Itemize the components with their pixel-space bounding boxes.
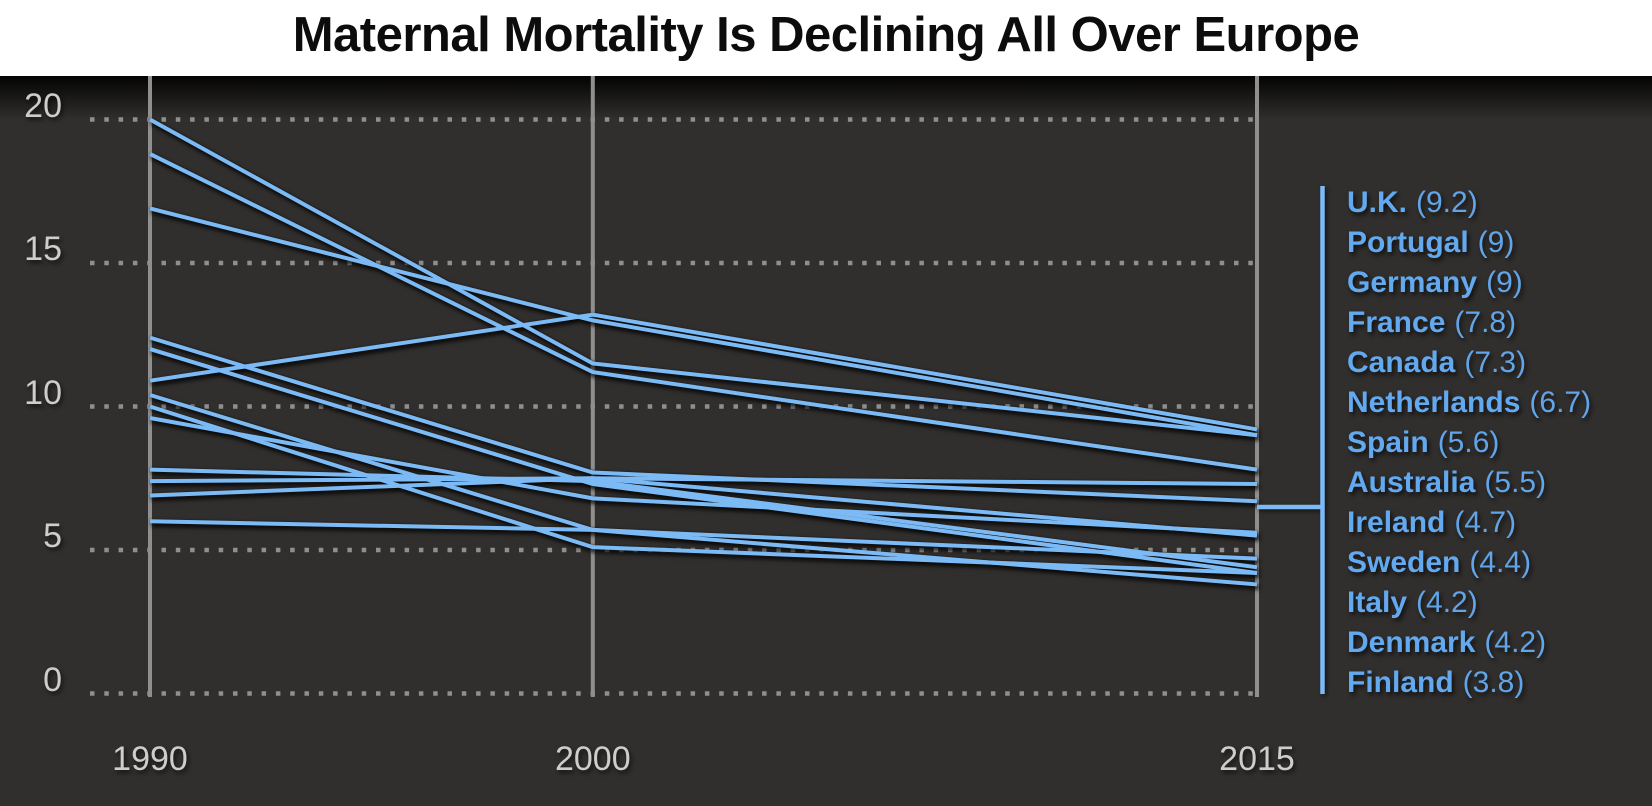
series-line-germany [149, 117, 1258, 438]
legend-country-name: Spain [1347, 426, 1429, 459]
chart-title: Maternal Mortality Is Declining All Over… [292, 8, 1360, 62]
country-lines [149, 117, 1258, 587]
legend-country-name: Denmark [1347, 626, 1476, 659]
legend-country-value: (7.8) [1454, 306, 1517, 339]
legend-country-name: Canada [1347, 346, 1456, 379]
legend-country-value: (5.5) [1484, 466, 1547, 499]
legend-item-italy: Italy (4.2) [1347, 583, 1591, 623]
legend-item-spain: Spain (5.6) [1347, 423, 1591, 463]
legend-item-germany: Germany (9) [1347, 263, 1591, 303]
series-line-finland [149, 519, 1258, 587]
series-line-denmark [149, 347, 1258, 575]
legend-country-name: Germany [1347, 266, 1478, 299]
legend-country-value: (9) [1477, 226, 1515, 259]
legend-item-ireland: Ireland (4.7) [1347, 503, 1591, 543]
legend-country-name: Portugal [1347, 226, 1469, 259]
legend-country-value: (9.2) [1416, 186, 1478, 219]
legend-country-value: (3.8) [1462, 666, 1525, 699]
legend-item-u-k-: U.K. (9.2) [1347, 183, 1591, 223]
legend-country-value: (9) [1486, 266, 1523, 299]
legend-country-value: (4.4) [1469, 546, 1532, 579]
legend-item-australia: Australia (5.5) [1347, 463, 1591, 503]
series-line-france [149, 152, 1258, 472]
legend-country-name: Netherlands [1347, 386, 1521, 419]
legend-country-value: (5.6) [1437, 426, 1500, 459]
legend-country-name: Italy [1347, 586, 1408, 619]
series-line-u-k- [149, 312, 1258, 432]
series-line-sweden [149, 467, 1258, 570]
legend-country-name: U.K. [1347, 186, 1407, 219]
legend: U.K. (9.2) Portugal (9) Germany (9) France (7.8… [1347, 183, 1591, 703]
series-line-spain [149, 416, 1258, 535]
legend-country-value: (7.3) [1464, 346, 1527, 379]
legend-item-netherlands: Netherlands (6.7) [1347, 383, 1591, 423]
legend-country-name: Australia [1347, 466, 1476, 499]
legend-item-france: France (7.8) [1347, 303, 1591, 343]
legend-country-value: (4.2) [1416, 586, 1478, 619]
legend-country-name: France [1347, 306, 1446, 339]
legend-country-value: (4.7) [1454, 506, 1517, 539]
legend-country-name: Ireland [1347, 506, 1446, 539]
legend-bracket-group [1257, 186, 1325, 694]
series-line-netherlands [149, 335, 1258, 504]
title-band: Maternal Mortality Is Declining All Over… [0, 0, 1652, 76]
legend-country-name: Finland [1347, 666, 1454, 699]
legend-item-portugal: Portugal (9) [1347, 223, 1591, 263]
legend-country-value: (4.2) [1484, 626, 1547, 659]
legend-item-canada: Canada (7.3) [1347, 343, 1591, 383]
series-line-australia [149, 476, 1258, 538]
gridlines-and-axes [90, 76, 1259, 697]
legend-country-value: (6.7) [1529, 386, 1592, 419]
legend-item-sweden: Sweden (4.4) [1347, 543, 1591, 583]
legend-item-finland: Finland (3.8) [1347, 663, 1591, 703]
legend-country-name: Sweden [1347, 546, 1461, 579]
series-line-portugal [149, 206, 1258, 438]
plot-background [0, 76, 1652, 806]
legend-item-denmark: Denmark (4.2) [1347, 623, 1591, 663]
